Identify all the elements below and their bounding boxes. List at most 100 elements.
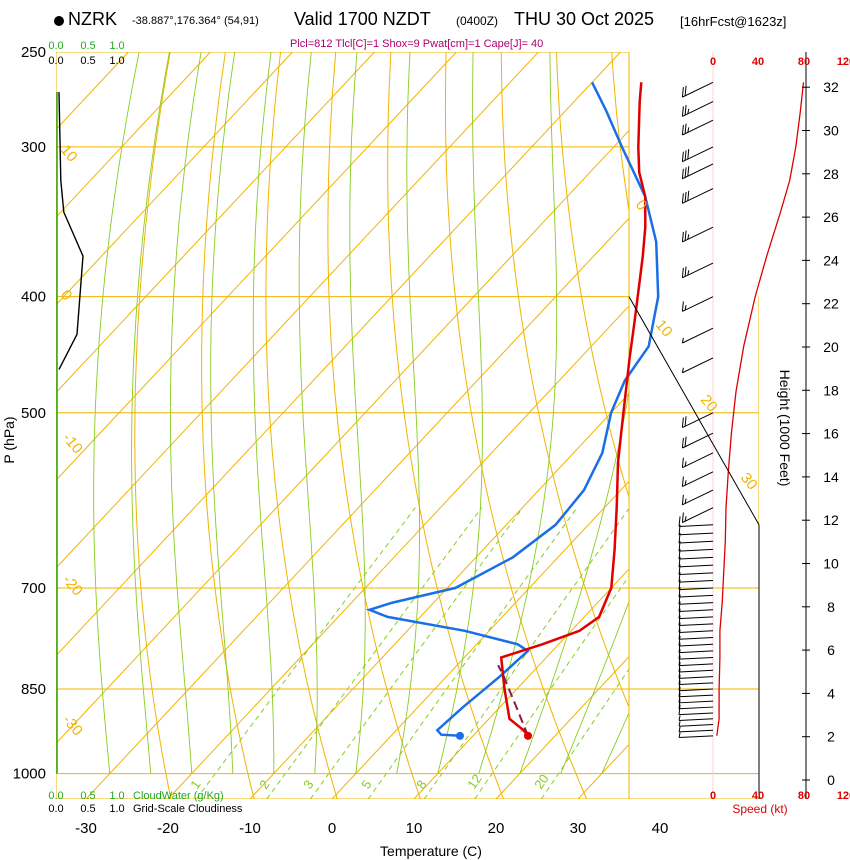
wind-barb xyxy=(678,516,714,527)
wind-barb xyxy=(678,698,714,710)
pressure-tick-label: 850 xyxy=(21,681,46,698)
valid-time: Valid 1700 NZDT xyxy=(294,9,431,29)
pressure-tick-label: 1000 xyxy=(13,766,46,783)
cloudiness-tick-top: 0.0 xyxy=(48,55,63,67)
wind-barb xyxy=(681,507,714,523)
mixing-ratio-label: 3 xyxy=(300,777,316,792)
moist-adiabat-line xyxy=(643,0,850,774)
wind-barb xyxy=(678,608,714,620)
isotherm-line xyxy=(56,129,629,745)
wind-barb xyxy=(681,489,714,506)
surface-temperature-marker xyxy=(524,731,533,740)
mixing-ratio-label: 12 xyxy=(464,771,485,791)
dry-adiabat-line xyxy=(327,52,421,799)
forecast-info: [16hrFcst@1623z] xyxy=(680,14,787,29)
isotherm-line xyxy=(56,52,457,482)
speed-tick-top: 80 xyxy=(798,56,810,68)
wind-barb xyxy=(678,680,714,692)
height-tick-label: 10 xyxy=(823,556,839,572)
temperature-tick-label: 30 xyxy=(570,820,587,837)
speed-tick-bottom: 40 xyxy=(752,790,764,802)
wind-barb xyxy=(681,163,714,180)
parcel-line xyxy=(497,664,529,737)
dry-adiabat-line xyxy=(134,52,172,799)
wind-barb xyxy=(681,262,714,279)
mixing-ratio-label: 20 xyxy=(531,771,552,791)
moist-adiabat-line xyxy=(298,52,318,774)
dry-adiabat-line xyxy=(201,52,255,799)
wind-barb xyxy=(678,564,714,576)
y-axis-label: P (hPa) xyxy=(1,416,17,463)
isotherm-line xyxy=(56,52,293,306)
wind-barb xyxy=(678,715,714,721)
wind-barb xyxy=(678,668,714,679)
height-tick-label: 0 xyxy=(827,772,835,788)
wind-barb xyxy=(681,101,714,117)
height-tick-label: 14 xyxy=(823,469,839,485)
mixing-ratio-line xyxy=(367,507,578,799)
wind-barb xyxy=(681,226,714,243)
dry-adiabat-line xyxy=(556,52,629,500)
height-tick-label: 32 xyxy=(823,79,839,95)
speed-tick-bottom: 120 xyxy=(837,790,850,802)
height-tick-label: 4 xyxy=(827,685,835,701)
mixing-ratio-line xyxy=(195,507,416,799)
temperature-line xyxy=(499,82,647,737)
cloudiness-tick-bottom: 0.0 xyxy=(48,803,63,815)
mixing-ratio-line xyxy=(266,507,483,799)
cloudiness-tick-bottom: 0.5 xyxy=(80,803,95,815)
temperature-tick-label: 0 xyxy=(328,820,336,837)
header: NZRK -38.887°,176.364° (54,91) Valid 170… xyxy=(0,0,850,52)
wind-barb xyxy=(678,629,714,640)
height-axis-label: Height (1000 Feet) xyxy=(777,370,793,487)
wind-barb xyxy=(678,594,714,605)
temperature-tick-label: 10 xyxy=(406,820,423,837)
station-id: NZRK xyxy=(68,9,117,29)
speed-tick-bottom: 80 xyxy=(798,790,810,802)
mixing-ratio-line xyxy=(474,575,629,799)
wind-barb xyxy=(678,661,714,673)
dry-adiabat-line xyxy=(611,52,629,215)
height-tick-label: 6 xyxy=(827,642,835,658)
cloudwater-tick-bottom: 1.0 xyxy=(109,790,124,802)
isotherm-label: 20 xyxy=(697,392,721,416)
height-tick-label: 22 xyxy=(823,296,839,312)
cloudiness-tick-bottom: 1.0 xyxy=(109,803,124,815)
speed-tick-bottom: 0 xyxy=(710,790,716,802)
speed-tick-top: 120 xyxy=(837,56,850,68)
height-tick-label: 18 xyxy=(823,382,839,398)
moist-adiabat-line xyxy=(131,52,170,774)
mixing-ratio-label: 5 xyxy=(358,777,374,792)
panel-boundary xyxy=(628,296,760,526)
temperature-tick-label: -30 xyxy=(75,820,97,837)
wind-barb xyxy=(678,601,714,612)
dry-adiabat-line xyxy=(265,52,338,799)
wind-barb xyxy=(678,704,714,716)
height-tick-label: 20 xyxy=(823,339,839,355)
height-tick-label: 2 xyxy=(827,729,835,745)
wind-barb xyxy=(681,119,714,136)
wind-barb xyxy=(678,615,714,627)
moist-adiabat-line xyxy=(93,52,140,774)
surface-dewpoint-marker xyxy=(455,731,464,740)
moist-adiabat-line xyxy=(437,52,483,774)
moist-adiabat-line xyxy=(519,388,629,774)
cloudiness-tick-top: 0.5 xyxy=(80,55,95,67)
isotherm-line xyxy=(413,568,629,799)
wind-barb xyxy=(678,586,714,598)
height-tick-label: 12 xyxy=(823,512,839,528)
wind-speed-line xyxy=(716,82,805,736)
sounding-params: Plcl=812 Tlcl[C]=1 Shox=9 Pwat[cm]=1 Cap… xyxy=(290,38,544,50)
isotherm-label: 30 xyxy=(737,470,761,494)
pressure-tick-label: 700 xyxy=(21,580,46,597)
wind-barb xyxy=(678,622,714,633)
isotherm-line xyxy=(56,52,539,569)
cloudwater-tick-bottom: 0.5 xyxy=(80,790,95,802)
wind-barb xyxy=(681,81,714,98)
dry-adiabat-line xyxy=(500,52,629,709)
moist-adiabat-line xyxy=(252,52,275,774)
isotherm-label: 10 xyxy=(652,317,676,341)
speed-tick-top: 0 xyxy=(710,56,716,68)
isotherm-line xyxy=(56,52,375,394)
moist-adiabat-line xyxy=(560,600,629,774)
